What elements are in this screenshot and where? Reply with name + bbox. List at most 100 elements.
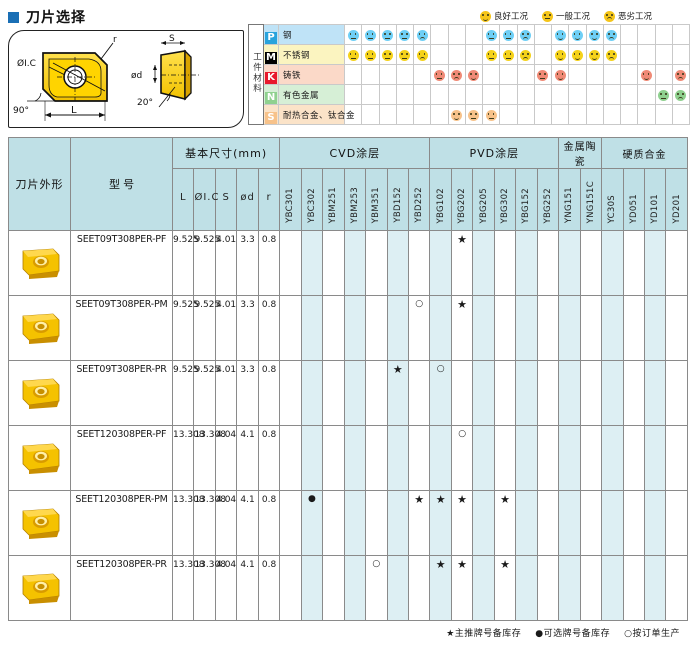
mark-star-icon: ★ xyxy=(392,363,403,376)
material-cell xyxy=(516,84,535,105)
grade-cell-YD201 xyxy=(665,360,688,426)
material-cell xyxy=(585,104,604,125)
face-smile-icon xyxy=(589,50,601,61)
grade-cell-YBC301 xyxy=(279,555,302,621)
material-condition-table: 工件材料 P 钢 M 不锈钢 K 铸铁 N 有色金属 S 耐热合金、钛合金 xyxy=(248,24,691,125)
face-neutral-icon xyxy=(485,30,497,41)
material-cell xyxy=(550,44,570,65)
face-sad-icon xyxy=(606,50,618,61)
grade-cell-YBD252 xyxy=(407,425,431,491)
material-cell xyxy=(671,24,691,45)
grade-cell-YD201 xyxy=(665,555,688,621)
material-cell xyxy=(499,64,518,85)
material-row-M: M 不锈钢 xyxy=(249,44,691,65)
face-neutral-icon xyxy=(382,30,394,41)
footer-legend-item-1: ●可选牌号备库存 xyxy=(535,629,611,639)
grade-cell-YD051 xyxy=(622,230,645,296)
grade-cell-YBM253 xyxy=(343,360,367,426)
grade-cell-YNG151C xyxy=(579,555,603,621)
material-cell xyxy=(585,44,604,65)
material-cell xyxy=(464,104,484,125)
grade-cell-YBC302 xyxy=(300,295,324,361)
grade-cell-YBG205 xyxy=(472,295,495,361)
dim-S-value: 4.01 xyxy=(214,230,238,296)
insert-shape-cell xyxy=(8,425,71,491)
grade-cell-YBG202: ★ xyxy=(450,555,474,621)
grade-cell-YC30S xyxy=(601,425,624,491)
grade-cell-YBC302 xyxy=(300,555,324,621)
grade-cell-YBD152: ★ xyxy=(386,360,409,426)
material-cell xyxy=(412,44,432,65)
material-cell xyxy=(412,64,432,85)
material-name-S: 耐热合金、钛合金 xyxy=(278,104,355,125)
material-cell xyxy=(619,44,639,65)
material-cell xyxy=(447,24,466,45)
mark-dot-icon: ● xyxy=(308,494,316,504)
grade-cell-YNG151 xyxy=(558,230,581,296)
insert-thumbnail-icon xyxy=(22,443,59,474)
material-cell xyxy=(343,44,363,65)
grade-cell-YBG152 xyxy=(515,360,538,426)
header-dim-S: S xyxy=(214,168,238,231)
face-neutral-icon xyxy=(485,110,497,121)
header-carbide: 硬质合金 xyxy=(601,137,688,169)
material-cell xyxy=(585,64,604,85)
grade-cell-YC30S xyxy=(601,230,624,296)
material-cell xyxy=(533,24,553,45)
face-neutral-icon xyxy=(502,30,514,41)
dim-S-value: 4.01 xyxy=(214,295,238,361)
dim-L-value: 9.525 xyxy=(171,230,199,296)
material-row-K: K 铸铁 xyxy=(249,64,691,85)
grade-cell-YBG202 xyxy=(450,360,474,426)
insert-shape-cell xyxy=(8,230,71,296)
grade-cell-YBC301 xyxy=(279,360,302,426)
header-model: 型 号 xyxy=(70,137,173,231)
grade-cell-YD201 xyxy=(665,295,688,361)
header-dim-r: r xyxy=(257,168,281,231)
grade-cell-YBM253 xyxy=(343,490,367,556)
grade-cell-YBG302: ★ xyxy=(493,490,517,556)
grade-cell-YBC302: ● xyxy=(300,490,324,556)
grade-cell-YBG252 xyxy=(536,425,560,491)
material-cell xyxy=(568,64,587,85)
material-cell xyxy=(430,64,449,85)
material-cell xyxy=(533,104,553,125)
material-code-P: P xyxy=(263,24,279,45)
face-smile-icon xyxy=(571,50,583,61)
face-neutral-icon xyxy=(433,70,445,81)
material-cell xyxy=(430,84,449,105)
grade-cell-YBC302 xyxy=(300,230,324,296)
condition-legend-item-1: 一般工况 xyxy=(541,10,590,22)
mark-star-icon: ★ xyxy=(457,298,468,311)
condition-legend-item-2: 恶劣工况 xyxy=(603,10,652,22)
material-cell xyxy=(568,44,587,65)
table-row: SEET120308PER-PM 13.308 13.308 4.04 4.1 0.8 ● ★… xyxy=(8,490,688,556)
label-od: ød xyxy=(131,71,142,81)
grade-cell-YC30S xyxy=(601,490,624,556)
dim-d-value: 3.3 xyxy=(236,360,259,426)
dim-L-value: 13.308 xyxy=(171,425,205,491)
header-grade-YBG302: YBG302 xyxy=(493,168,517,231)
header-grade-YBD252: YBD252 xyxy=(407,168,431,231)
material-cell xyxy=(447,104,466,125)
material-cell xyxy=(430,24,449,45)
material-cell xyxy=(550,104,570,125)
header-grade-YD101: YD101 xyxy=(643,168,667,231)
insert-shape-cell xyxy=(8,555,71,621)
grade-cell-YBM251 xyxy=(322,490,345,556)
face-sad-icon xyxy=(520,30,532,41)
grade-cell-YNG151C xyxy=(579,490,603,556)
grade-cell-YNG151 xyxy=(558,360,581,426)
table-row: SEET120308PER-PF 13.308 13.308 4.04 4.1 0.8 ○ xyxy=(8,425,688,491)
material-cell xyxy=(378,104,397,125)
face-smile-icon xyxy=(640,70,652,81)
table-row: SEET120308PER-PR 13.308 13.308 4.04 4.1 0.8 ○ ★… xyxy=(8,555,688,621)
material-cell xyxy=(654,64,673,85)
header-grade-YNG151: YNG151 xyxy=(558,168,581,231)
face-neutral-icon xyxy=(502,50,514,61)
material-cell xyxy=(395,64,415,85)
grade-cell-YC30S xyxy=(601,555,624,621)
material-cell xyxy=(361,44,380,65)
page-title-bar: 刀片选择 xyxy=(0,0,696,33)
header-shape: 刀片外形 xyxy=(8,137,71,231)
